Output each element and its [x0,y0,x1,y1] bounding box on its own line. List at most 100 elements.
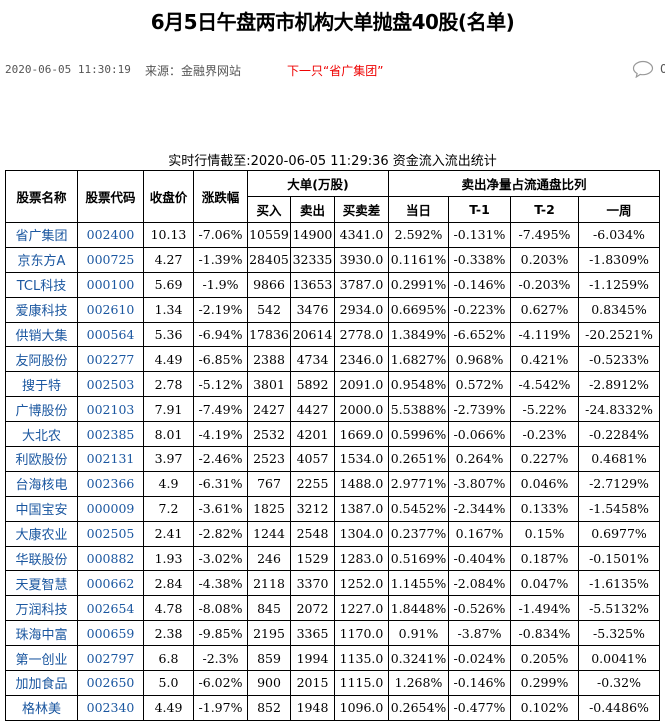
change-pct: -2.82% [193,520,248,547]
ratio-week: -0.2284% [578,421,660,448]
close-price: 4.9 [143,470,194,497]
stock-code-link[interactable]: 000662 [86,575,135,591]
stock-name-link[interactable]: 天夏智慧 [15,577,68,593]
stock-name: 珠海中富 [5,620,78,647]
ratio-t2: 0.227% [510,446,579,472]
stock-code: 002340 [77,694,144,721]
stock-code-link[interactable]: 002503 [86,376,135,392]
table-row: 京东方A 000725 4.27 -1.39% 28405 32335 3930.0 0.11… [5,246,660,273]
stock-code-link[interactable]: 002277 [86,351,135,367]
stock-name-link[interactable]: TCL科技 [16,279,67,295]
change-pct: -2.19% [193,296,248,323]
close-price: 8.01 [143,421,194,448]
ratio-t2: -0.203% [510,271,579,298]
ratio-today: 0.91% [388,620,449,647]
speech-bubble-icon [632,60,654,78]
stock-code-link[interactable]: 000725 [86,252,135,268]
change-pct: -6.31% [193,470,248,497]
stock-code-link[interactable]: 002797 [86,650,135,666]
stock-code-link[interactable]: 002385 [86,426,135,442]
ratio-week: 0.0041% [578,645,660,672]
ratio-t2: -0.834% [510,620,579,647]
stock-code-link[interactable]: 000009 [86,501,135,517]
ratio-t1: -0.024% [448,645,511,672]
ratio-t1: -6.652% [448,321,511,348]
ratio-t2: 0.133% [510,495,579,522]
stock-name: 搜于特 [5,371,78,398]
stock-name-link[interactable]: 第一创业 [15,652,68,668]
stock-name-link[interactable]: 华联股份 [15,553,68,569]
change-pct: -2.3% [193,645,248,672]
change-pct: -3.02% [193,545,248,572]
stock-code-link[interactable]: 002610 [86,302,135,318]
stock-code-link[interactable]: 002340 [86,700,135,716]
close-price: 10.13 [143,222,194,248]
buy-volume: 2195 [247,620,291,647]
buy-volume: 17836 [247,321,291,348]
stock-name-link[interactable]: 万润科技 [15,602,68,618]
ratio-week: -0.1501% [578,545,660,572]
stock-name: 加加食品 [5,670,78,696]
ratio-today: 0.9548% [388,371,449,398]
stock-code: 000659 [77,620,144,647]
next-stock-link[interactable]: 下一只“省广集团” [287,64,384,78]
ratio-week: -1.5458% [578,495,660,522]
stock-name-link[interactable]: 中国宝安 [15,503,68,519]
net-diff: 3787.0 [334,271,389,298]
ratio-t2: 0.205% [510,645,579,672]
stock-name-link[interactable]: 京东方A [17,254,66,270]
stock-name-link[interactable]: 友阿股份 [15,353,68,369]
stock-code: 002610 [77,296,144,323]
table-row: 格林美 002340 4.49 -1.97% 852 1948 1096.0 0.2654% -… [5,694,660,721]
stock-name: 天夏智慧 [5,570,78,597]
stock-code-link[interactable]: 002400 [86,227,135,243]
stock-name-link[interactable]: 加加食品 [15,677,68,693]
stock-name-link[interactable]: 珠海中富 [15,627,68,643]
ratio-t2: 0.421% [510,346,579,373]
close-price: 6.8 [143,645,194,672]
stock-name-link[interactable]: 搜于特 [21,378,61,394]
change-pct: -1.39% [193,246,248,273]
change-pct: -5.12% [193,371,248,398]
stock-name-link[interactable]: 省广集团 [15,229,68,245]
close-price: 1.34 [143,296,194,323]
close-price: 4.49 [143,346,194,373]
stock-name-link[interactable]: 大康农业 [15,528,68,544]
ratio-week: -5.5132% [578,595,660,622]
stock-name-link[interactable]: 广博股份 [15,403,68,419]
stock-code-link[interactable]: 002505 [86,526,135,542]
article-title: 6月5日午盘两市机构大单抛盘40股(名单) [150,10,515,34]
stock-code-link[interactable]: 000659 [86,625,135,641]
stock-code-link[interactable]: 000100 [86,277,135,293]
buy-volume: 10559 [247,222,291,248]
stock-name-link[interactable]: 供销大集 [15,329,68,344]
stock-name-link[interactable]: 大北农 [21,428,61,444]
stock-code: 000564 [77,321,144,348]
ratio-week: -1.1259% [578,271,660,298]
stock-code: 000725 [77,246,144,273]
stock-code-link[interactable]: 002366 [86,476,135,492]
stock-code-link[interactable]: 002103 [86,401,135,417]
stock-name: 台海核电 [5,470,78,497]
net-diff: 4341.0 [334,222,389,248]
buy-volume: 2427 [247,396,291,423]
table-row: 中国宝安 000009 7.2 -3.61% 1825 3212 1387.0 0.5452%… [5,495,660,522]
ratio-t1: -0.066% [448,421,511,448]
stock-code-link[interactable]: 002654 [86,600,135,616]
stock-name-link[interactable]: 爱康科技 [15,304,68,320]
stock-name-link[interactable]: 格林美 [21,702,61,718]
stock-name-link[interactable]: 利欧股份 [15,453,68,469]
comment-button[interactable]: 0 [632,60,665,78]
stock-code-link[interactable]: 000882 [86,551,135,567]
change-pct: -6.94% [193,321,248,348]
stock-code-link[interactable]: 000564 [86,327,135,342]
table-row: 利欧股份 002131 3.97 -2.46% 2523 4057 1534.0 0.2651… [5,446,660,472]
ratio-t2: 0.102% [510,694,579,721]
ratio-today: 0.5996% [388,421,449,448]
buy-volume: 542 [247,296,291,323]
stock-name-link[interactable]: 台海核电 [15,478,68,494]
stock-code-link[interactable]: 002650 [86,675,135,691]
comment-count: 0 [660,62,665,76]
stock-code-link[interactable]: 002131 [86,451,135,467]
stock-code: 002654 [77,595,144,622]
